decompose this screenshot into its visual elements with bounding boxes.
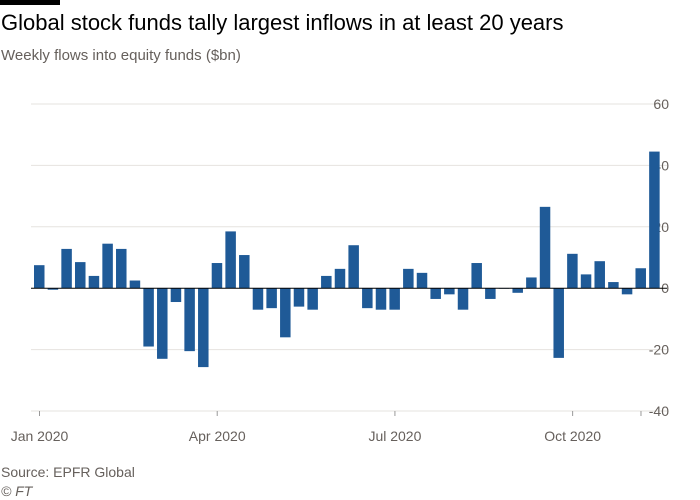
bar [307,288,318,310]
bar [621,288,633,295]
bar [471,263,482,289]
chart-subtitle: Weekly flows into equity funds ($bn) [1,47,241,64]
bar [457,288,469,310]
bar [362,288,373,309]
y-tick-label: 60 [653,96,669,112]
bar [225,231,236,289]
bar [526,277,537,289]
ft-accent-bar [0,0,60,5]
y-tick-label: -40 [649,403,669,419]
bar [635,268,646,289]
bar [608,282,619,289]
chart-title: Global stock funds tally largest inflows… [1,10,564,35]
x-tick-label: Oct 2020 [544,428,601,444]
bar [567,253,578,289]
bar [512,288,523,293]
bar [252,288,264,310]
bar [375,288,387,310]
bar [539,206,551,289]
source-note: Source: EPFR Global [1,464,135,480]
bar [321,275,332,289]
bar [649,151,660,289]
bar [184,288,195,352]
bar [485,288,496,299]
bar [444,288,455,295]
x-tick-label: Jan 2020 [11,428,69,444]
bar [280,288,291,338]
bar [88,275,100,289]
bar [129,280,141,289]
bar [47,288,59,290]
bar [102,243,113,289]
bar [430,288,441,299]
bar [403,268,414,289]
bar [594,261,605,289]
bar [389,288,400,310]
bar [61,248,72,289]
bar [157,288,168,359]
bar [348,245,359,289]
bar [198,288,209,368]
bar [553,288,564,358]
bar [75,262,86,289]
bar [211,263,223,289]
bar [580,274,592,289]
ft-credit: © FT [1,483,33,499]
bar [266,288,277,309]
bar [293,288,305,307]
bar [34,265,45,289]
bar [143,288,154,347]
bar [334,268,346,289]
y-tick-label: -20 [649,342,669,358]
x-tick-label: Apr 2020 [189,428,246,444]
bar [170,288,182,303]
x-tick-label: Jul 2020 [368,428,421,444]
bar [239,255,250,289]
bar [416,272,428,289]
bar [116,248,127,289]
